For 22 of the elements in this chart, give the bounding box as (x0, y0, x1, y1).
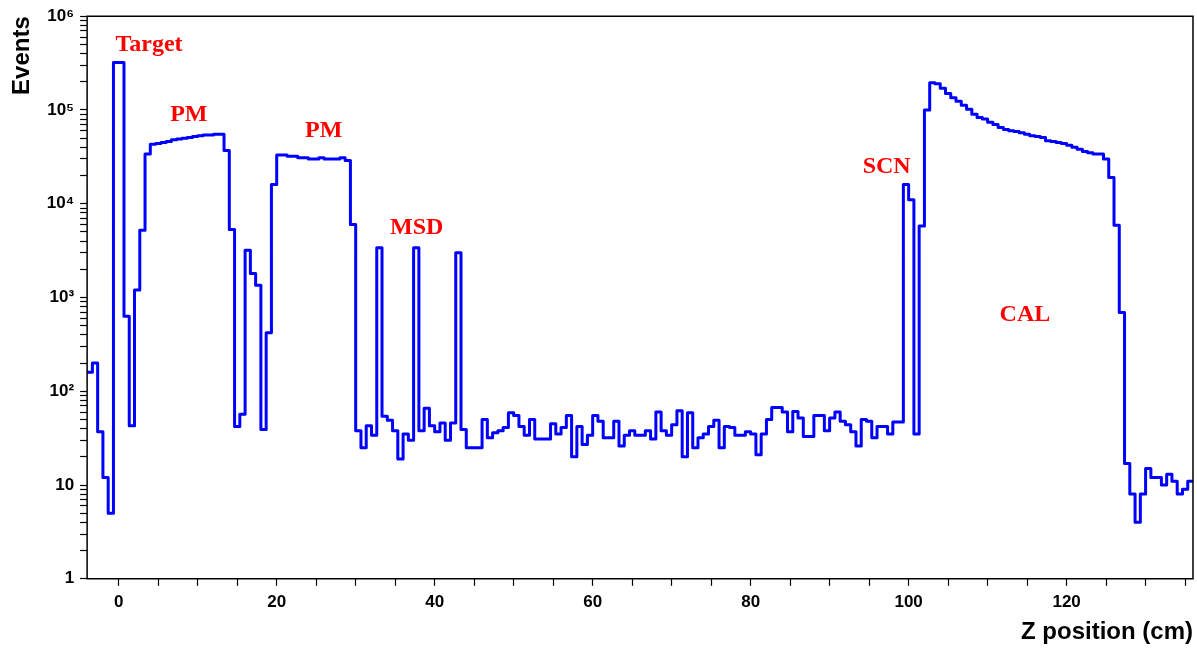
x-tick-label: 120 (1052, 591, 1081, 611)
y-tick-label: 10⁵ (47, 99, 75, 119)
y-tick-label: 10 (55, 474, 75, 494)
x-tick-label: 40 (425, 591, 445, 611)
y-tick-label: 10² (49, 380, 75, 400)
annotation: CAL (999, 299, 1051, 326)
annotation: PM (305, 116, 343, 143)
annotation: PM (170, 99, 208, 126)
x-tick-label: 80 (741, 591, 761, 611)
y-axis-title: Events (7, 16, 35, 95)
annotation: Target (115, 29, 183, 56)
y-tick-label: 10⁴ (46, 193, 75, 213)
y-tick-label: 10⁶ (47, 5, 75, 25)
y-tick-label: 10³ (49, 287, 75, 307)
annotation: SCN (862, 152, 912, 179)
x-tick-label: 20 (267, 591, 287, 611)
x-tick-label: 100 (894, 591, 923, 611)
annotation: MSD (390, 212, 444, 239)
y-tick-label: 1 (64, 568, 75, 588)
x-tick-label: 0 (113, 591, 124, 611)
x-axis-title: Z position (cm) (1021, 617, 1193, 645)
x-tick-label: 60 (583, 591, 603, 611)
